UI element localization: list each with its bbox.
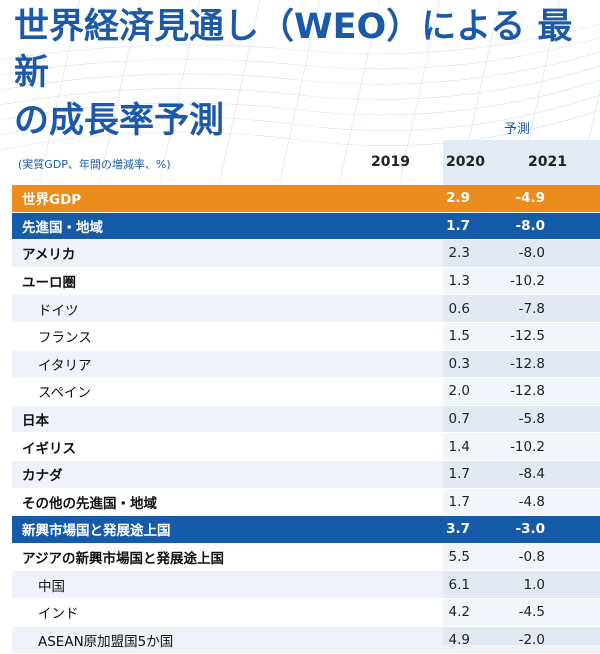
cell-2020: -0.8: [485, 549, 545, 565]
year-header-2021: 2021: [507, 154, 567, 170]
cell-2020: -8.0: [485, 218, 545, 234]
table-row: カナダ 1.7 -8.4 4.9: [12, 461, 600, 489]
cell-2019: 0.3: [410, 356, 470, 372]
row-name: その他の先進国・地域: [22, 492, 157, 512]
cell-2021: 4.9: [567, 466, 600, 482]
table-row: 新興市場国と発展途上国 3.7 -3.0 5.9: [12, 516, 600, 544]
cell-2021: 7.3: [567, 328, 600, 344]
cell-2020: -12.8: [485, 356, 545, 372]
cell-2020: -5.8: [485, 411, 545, 427]
cell-2021: 6.3: [567, 356, 600, 372]
table-row: フランス 1.5 -12.5 7.3: [12, 323, 600, 351]
table-row: 先進国・地域 1.7 -8.0 4.8: [12, 213, 600, 241]
cell-2019: 4.9: [410, 632, 470, 648]
cell-2020: -10.2: [485, 439, 545, 455]
table-row: インド 4.2 -4.5 6.0: [12, 599, 600, 627]
cell-2019: 0.6: [410, 301, 470, 317]
cell-2019: 1.4: [410, 439, 470, 455]
cell-2021: 6.0: [567, 604, 600, 620]
cell-2020: -12.8: [485, 383, 545, 399]
cell-2021: 8.2: [567, 577, 600, 593]
table-row: アジアの新興市場国と発展途上国 5.5 -0.8 7.4: [12, 544, 600, 572]
cell-2019: 1.7: [410, 494, 470, 510]
year-header-2019: 2019: [350, 154, 410, 170]
cell-2021: 4.8: [567, 218, 600, 234]
cell-2021: 6.0: [567, 273, 600, 289]
table-row: 中国 6.1 1.0 8.2: [12, 571, 600, 599]
cell-2019: 0.7: [410, 411, 470, 427]
cell-2019: 2.9: [410, 190, 470, 206]
table-row: その他の先進国・地域 1.7 -4.8 4.2: [12, 489, 600, 517]
title-line-1: 世界経済見通し（WEO）による 最新: [14, 4, 600, 96]
row-name: イタリア: [38, 354, 91, 374]
year-header-2020: 2020: [425, 154, 485, 170]
cell-2021: 6.3: [567, 439, 600, 455]
row-name: カナダ: [22, 464, 63, 484]
table-row: イギリス 1.4 -10.2 6.3: [12, 433, 600, 461]
table-row: 日本 0.7 -5.8 2.4: [12, 406, 600, 434]
row-name: 中国: [38, 575, 65, 595]
table-row: 世界GDP 2.9 -4.9 5.4: [12, 185, 600, 213]
cell-2019: 2.0: [410, 383, 470, 399]
cell-2019: 1.3: [410, 273, 470, 289]
cell-2020: -7.8: [485, 301, 545, 317]
row-name: スペイン: [38, 381, 91, 401]
cell-2021: 4.5: [567, 245, 600, 261]
cell-2019: 3.7: [410, 521, 470, 537]
cell-2020: -2.0: [485, 632, 545, 648]
cell-2020: -4.5: [485, 604, 545, 620]
row-name: 日本: [22, 409, 49, 429]
cell-2019: 1.7: [410, 218, 470, 234]
growth-table: 世界GDP 2.9 -4.9 5.4 先進国・地域 1.7 -8.0 4.8 アメリカ 2.3 -8…: [12, 185, 600, 654]
cell-2020: 1.0: [485, 577, 545, 593]
cell-2021: 2.4: [567, 411, 600, 427]
cell-2020: -8.0: [485, 245, 545, 261]
cell-2020: -4.9: [485, 190, 545, 206]
row-name: 世界GDP: [22, 188, 81, 208]
forecast-label: 予測: [504, 118, 530, 137]
row-name: インド: [38, 602, 79, 622]
row-name: フランス: [38, 326, 92, 346]
cell-2019: 1.5: [410, 328, 470, 344]
cell-2020: -4.8: [485, 494, 545, 510]
row-name: アメリカ: [22, 243, 75, 263]
table-row: ドイツ 0.6 -7.8 5.4: [12, 295, 600, 323]
cell-2021: 5.9: [567, 521, 600, 537]
cell-2019: 6.1: [410, 577, 470, 593]
cell-2021: 7.4: [567, 549, 600, 565]
table-row: アメリカ 2.3 -8.0 4.5: [12, 240, 600, 268]
cell-2020: -8.4: [485, 466, 545, 482]
table-row: ユーロ圏 1.3 -10.2 6.0: [12, 268, 600, 296]
cell-2019: 4.2: [410, 604, 470, 620]
cell-2019: 5.5: [410, 549, 470, 565]
cell-2021: 4.2: [567, 494, 600, 510]
row-name: ASEAN原加盟国5か国: [38, 630, 173, 650]
row-name: ドイツ: [38, 299, 79, 319]
table-row: ASEAN原加盟国5か国 4.9 -2.0 6.2: [12, 627, 600, 654]
table-row: スペイン 2.0 -12.8 6.3: [12, 378, 600, 406]
cell-2021: 5.4: [567, 190, 600, 206]
cell-2020: -10.2: [485, 273, 545, 289]
cell-2020: -12.5: [485, 328, 545, 344]
row-name: ユーロ圏: [22, 271, 76, 291]
unit-note: (実質GDP、年間の増減率、%): [18, 156, 171, 172]
row-name: アジアの新興市場国と発展途上国: [22, 547, 224, 567]
row-name: 先進国・地域: [22, 216, 103, 236]
cell-2019: 2.3: [410, 245, 470, 261]
cell-2021: 5.4: [567, 301, 600, 317]
table-row: イタリア 0.3 -12.8 6.3: [12, 351, 600, 379]
row-name: イギリス: [22, 437, 76, 457]
cell-2021: 6.2: [567, 632, 600, 648]
cell-2019: 1.7: [410, 466, 470, 482]
row-name: 新興市場国と発展途上国: [22, 519, 171, 539]
cell-2020: -3.0: [485, 521, 545, 537]
cell-2021: 6.3: [567, 383, 600, 399]
